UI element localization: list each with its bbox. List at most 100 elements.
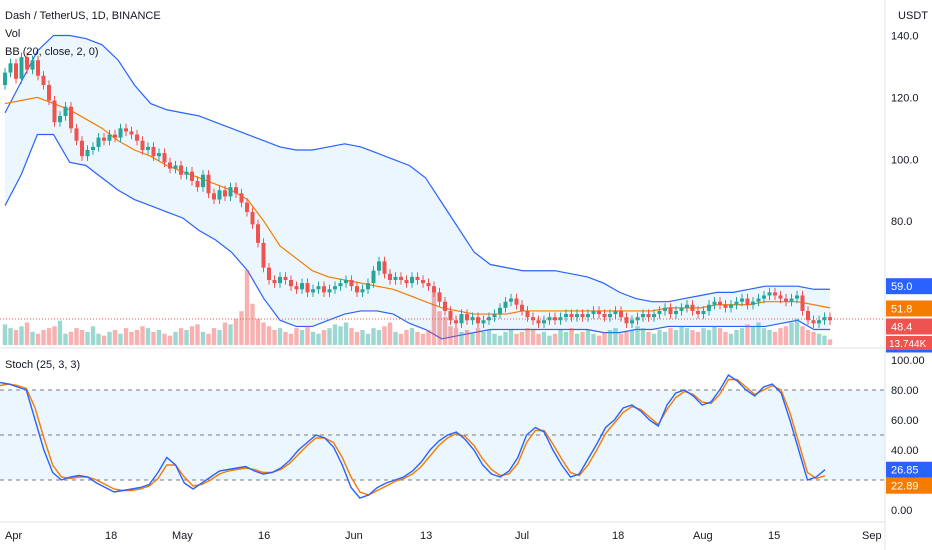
candle[interactable] bbox=[426, 283, 431, 287]
candle[interactable] bbox=[729, 304, 733, 308]
candle[interactable] bbox=[289, 280, 293, 287]
candle[interactable] bbox=[118, 128, 123, 138]
candle[interactable] bbox=[366, 283, 370, 290]
candle[interactable] bbox=[745, 298, 750, 305]
candle[interactable] bbox=[300, 283, 304, 290]
candle[interactable] bbox=[509, 298, 513, 302]
candle[interactable] bbox=[102, 137, 106, 141]
candle[interactable] bbox=[124, 128, 128, 132]
candle[interactable] bbox=[520, 304, 524, 311]
candle[interactable] bbox=[443, 301, 447, 311]
candle[interactable] bbox=[80, 140, 84, 157]
candle[interactable] bbox=[789, 298, 794, 302]
candle[interactable] bbox=[707, 304, 711, 311]
candle[interactable] bbox=[393, 276, 398, 280]
candle[interactable] bbox=[162, 153, 167, 163]
candle[interactable] bbox=[569, 314, 574, 318]
candle[interactable] bbox=[685, 304, 689, 308]
candle[interactable] bbox=[630, 320, 634, 324]
candle[interactable] bbox=[619, 310, 623, 318]
candle[interactable] bbox=[316, 286, 321, 290]
candle[interactable] bbox=[784, 298, 788, 302]
candle[interactable] bbox=[690, 304, 695, 311]
candle[interactable] bbox=[613, 310, 618, 315]
candle[interactable] bbox=[575, 314, 579, 318]
candle[interactable] bbox=[514, 298, 519, 305]
candle[interactable] bbox=[811, 320, 816, 324]
candle[interactable] bbox=[190, 171, 194, 181]
candle[interactable] bbox=[723, 304, 728, 308]
candle[interactable] bbox=[377, 261, 381, 271]
candle[interactable] bbox=[734, 301, 739, 305]
candle[interactable] bbox=[404, 280, 409, 284]
candle[interactable] bbox=[327, 289, 332, 293]
stoch-legend[interactable]: Stoch (25, 3, 3) bbox=[5, 359, 81, 371]
candle[interactable] bbox=[448, 310, 453, 321]
candle[interactable] bbox=[410, 276, 414, 284]
candle[interactable] bbox=[663, 307, 667, 311]
candle[interactable] bbox=[828, 317, 832, 321]
candle[interactable] bbox=[767, 292, 772, 296]
candle[interactable] bbox=[283, 276, 288, 280]
candle[interactable] bbox=[641, 314, 645, 318]
candle[interactable] bbox=[591, 310, 596, 315]
candle[interactable] bbox=[278, 276, 282, 284]
candle[interactable] bbox=[3, 72, 7, 85]
candle[interactable] bbox=[701, 310, 706, 315]
candle[interactable] bbox=[822, 317, 827, 321]
candle[interactable] bbox=[773, 292, 777, 296]
candle[interactable] bbox=[525, 310, 530, 318]
candle[interactable] bbox=[388, 273, 392, 280]
candle[interactable] bbox=[762, 295, 766, 299]
candle[interactable] bbox=[382, 261, 387, 274]
candle[interactable] bbox=[25, 57, 29, 70]
candle[interactable] bbox=[399, 276, 403, 280]
candle[interactable] bbox=[437, 292, 442, 302]
candle[interactable] bbox=[338, 283, 343, 287]
candle[interactable] bbox=[146, 146, 150, 150]
candle[interactable] bbox=[96, 137, 101, 147]
candle[interactable] bbox=[129, 131, 134, 135]
candle[interactable] bbox=[223, 190, 227, 197]
candle[interactable] bbox=[333, 286, 337, 290]
candle[interactable] bbox=[36, 60, 40, 76]
price-pane[interactable] bbox=[0, 34, 885, 340]
candle[interactable] bbox=[179, 165, 183, 175]
candle[interactable] bbox=[817, 320, 821, 324]
candle[interactable] bbox=[355, 286, 359, 293]
candle[interactable] bbox=[800, 295, 805, 311]
candle[interactable] bbox=[536, 320, 541, 324]
candle[interactable] bbox=[63, 106, 68, 116]
candle[interactable] bbox=[646, 314, 651, 318]
candle[interactable] bbox=[602, 314, 607, 318]
candle[interactable] bbox=[344, 280, 348, 284]
candle[interactable] bbox=[459, 314, 464, 324]
candle[interactable] bbox=[371, 270, 376, 284]
candle[interactable] bbox=[712, 301, 717, 305]
candle[interactable] bbox=[751, 301, 755, 305]
candle[interactable] bbox=[679, 307, 684, 311]
candle[interactable] bbox=[41, 75, 46, 85]
candle[interactable] bbox=[184, 171, 189, 175]
candle[interactable] bbox=[415, 276, 420, 280]
candle[interactable] bbox=[151, 146, 156, 157]
candle[interactable] bbox=[668, 307, 673, 315]
candle[interactable] bbox=[195, 180, 200, 188]
vol-legend[interactable]: Vol bbox=[5, 28, 21, 40]
candle[interactable] bbox=[349, 280, 354, 287]
candle[interactable] bbox=[778, 295, 783, 299]
candle[interactable] bbox=[580, 314, 585, 318]
candle[interactable] bbox=[19, 57, 24, 79]
candle[interactable] bbox=[140, 140, 145, 150]
candle[interactable] bbox=[305, 283, 310, 293]
candle[interactable] bbox=[657, 310, 662, 315]
candle[interactable] bbox=[85, 150, 90, 157]
candle[interactable] bbox=[256, 224, 260, 243]
candle[interactable] bbox=[58, 115, 62, 123]
candle[interactable] bbox=[558, 317, 563, 321]
candle[interactable] bbox=[107, 134, 112, 141]
candle[interactable] bbox=[91, 146, 95, 150]
candle[interactable] bbox=[30, 60, 35, 70]
candle[interactable] bbox=[74, 128, 79, 141]
candle[interactable] bbox=[250, 211, 255, 225]
